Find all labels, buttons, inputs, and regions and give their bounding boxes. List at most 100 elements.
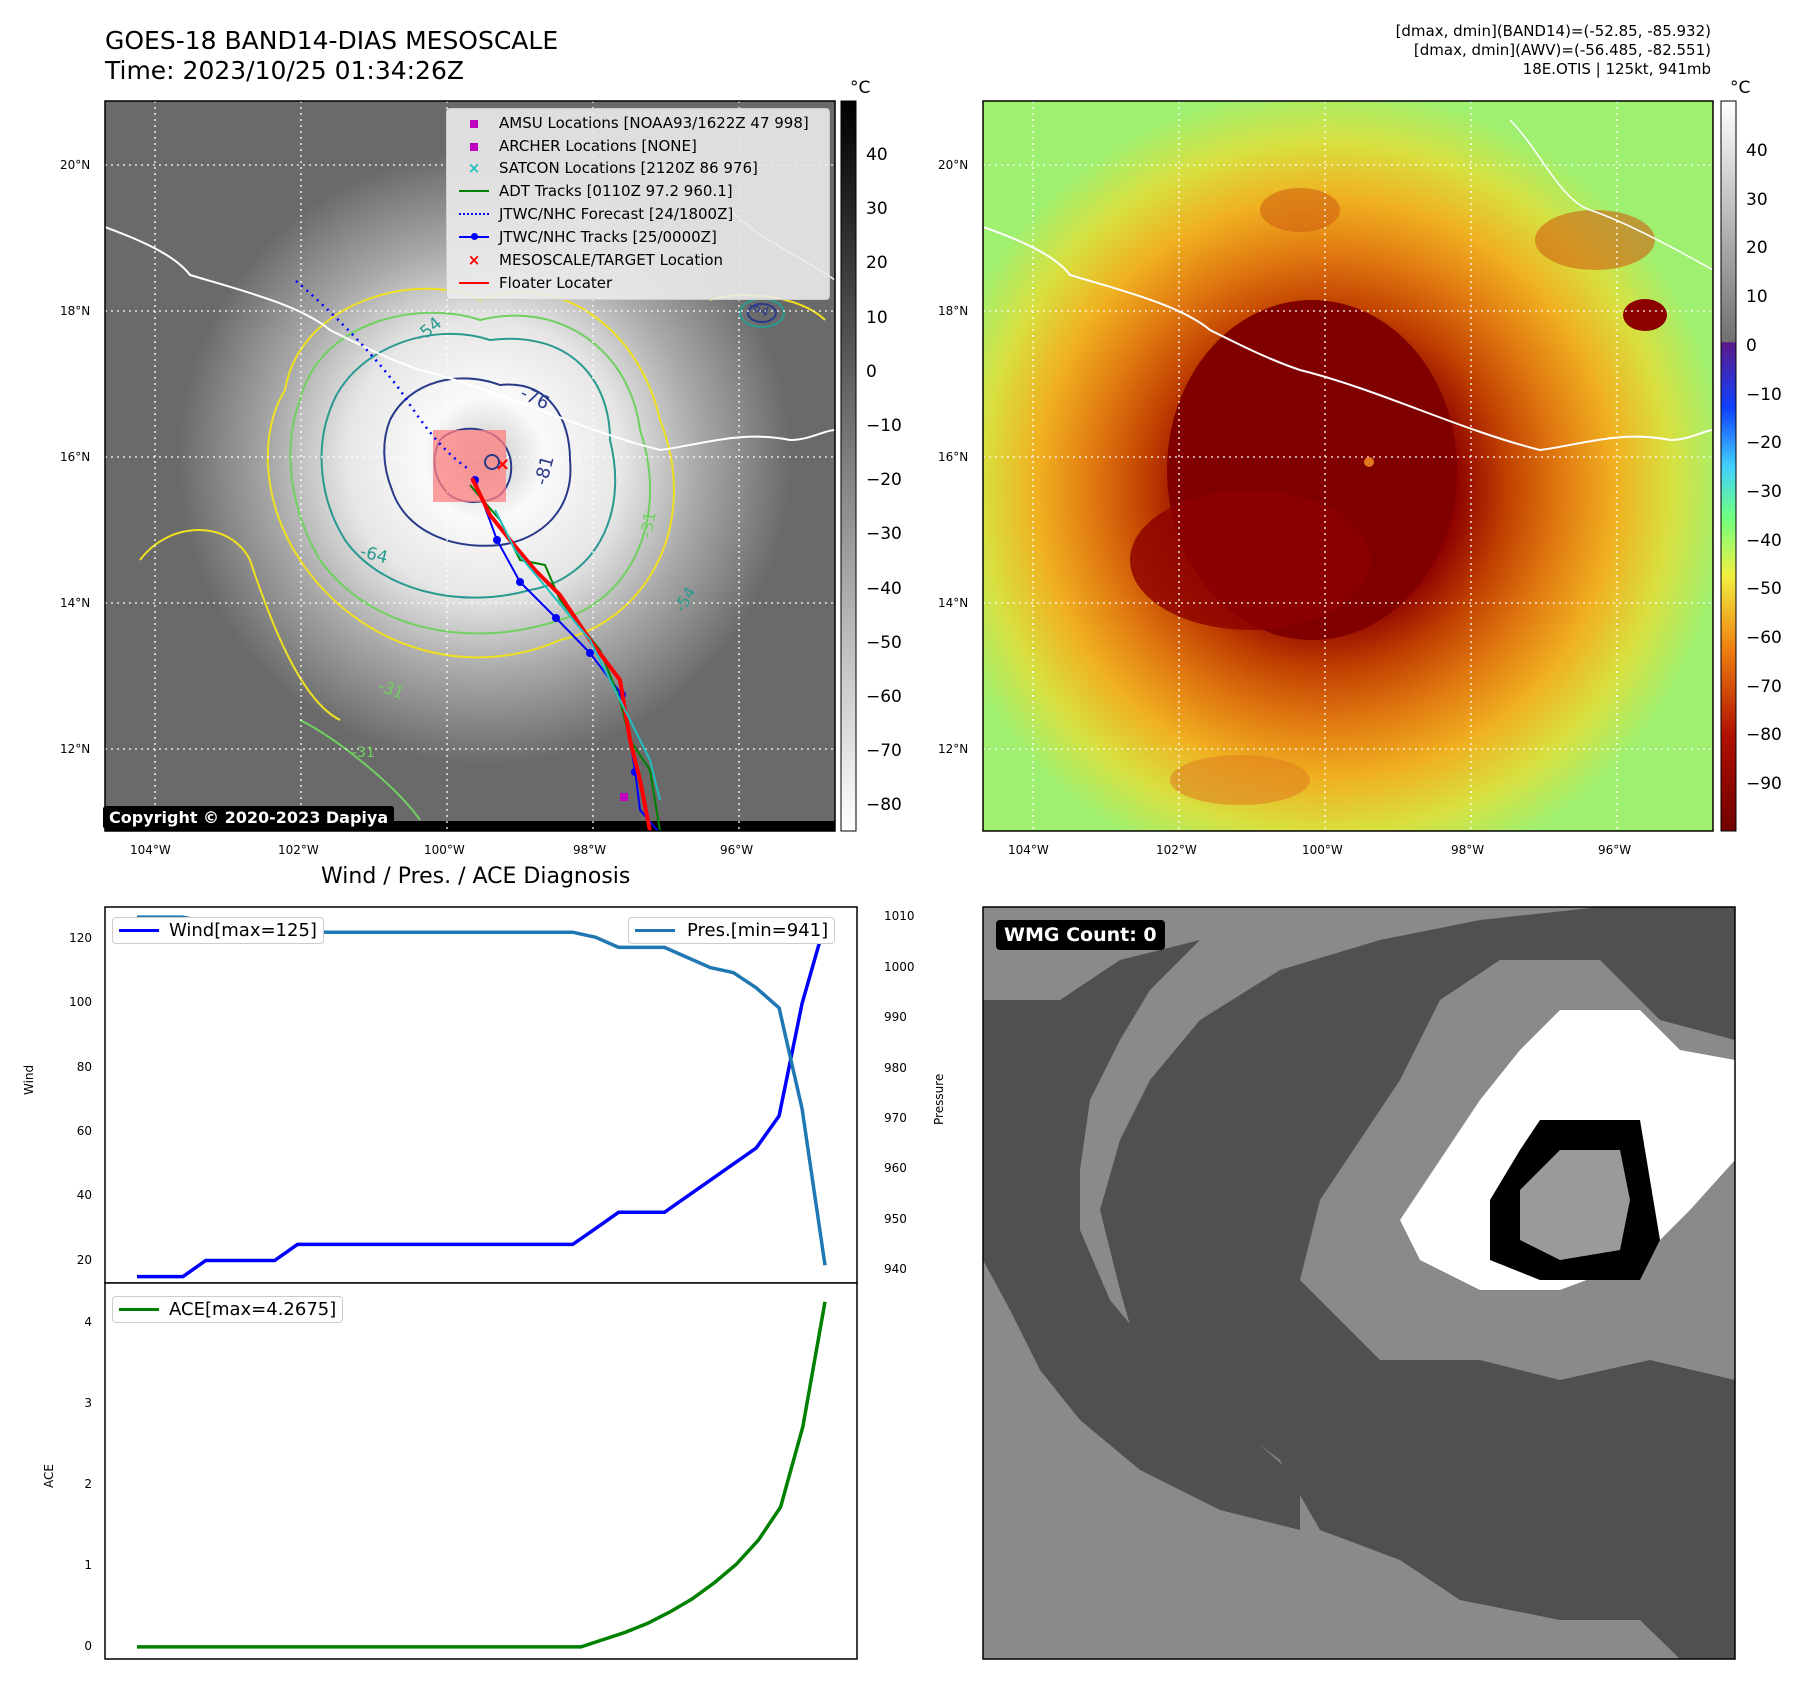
legend-item-adt: ADT Tracks [0110Z 97.2 960.1] <box>459 182 733 200</box>
colorbar-tick-label: −40 <box>866 578 902 599</box>
pressure-tick-label: 940 <box>884 1262 907 1277</box>
wind-tick-label: 80 <box>76 1059 92 1074</box>
colorbar-tick-label: 10 <box>866 307 888 328</box>
line-marker-icon <box>119 929 159 932</box>
wind-tick-label: 60 <box>76 1123 92 1138</box>
wind-tick-label: 100 <box>69 995 92 1010</box>
lon-label-104: 104°W <box>130 843 171 857</box>
lat-label-18-color: 18°N <box>938 304 969 318</box>
title-line-1: GOES-18 BAND14-DIAS MESOSCALE <box>105 26 559 55</box>
colorbar-tick-label: −60 <box>866 687 902 707</box>
colorbar-tick-label: 30 <box>1746 189 1768 210</box>
colorbar-tick-label: −40 <box>1746 530 1782 551</box>
line-marker-icon <box>459 282 489 284</box>
stats-storm: 18E.OTIS | 125kt, 941mb <box>1522 60 1711 78</box>
pressure-tick-label: 990 <box>884 1010 907 1025</box>
pressure-tick-label: 950 <box>884 1211 907 1226</box>
lon-label-102: 102°W <box>278 843 319 857</box>
lat-label-20-color: 20°N <box>938 158 969 172</box>
lat-label-20: 20°N <box>60 158 91 172</box>
figure-stats: [dmax, dmin](BAND14)=(-52.85, -85.932) [… <box>1396 22 1711 79</box>
colorbar-tick-label: −30 <box>1746 481 1782 502</box>
lon-label-96-color: 96°W <box>1598 843 1632 857</box>
colorbar-tick-label: −10 <box>866 416 902 436</box>
lat-label-12-color: 12°N <box>938 742 969 756</box>
line-marker-icon <box>459 190 489 192</box>
ace-tick-label: 0 <box>84 1638 92 1653</box>
colorbar-tick-label: −50 <box>1746 579 1782 600</box>
colorbar-tick-label: 30 <box>866 199 888 220</box>
x-marker-icon: × <box>467 251 481 269</box>
copyright-badge: Copyright © 2020-2023 Dapiya <box>103 806 395 829</box>
pressure-legend-label: Pres.[min=941] <box>687 920 829 941</box>
pressure-tick-label: 970 <box>884 1110 907 1125</box>
legend-item-forecast: JTWC/NHC Forecast [24/1800Z] <box>459 205 733 223</box>
title-line-2: Time: 2023/10/25 01:34:26Z <box>105 56 464 85</box>
figure-title: GOES-18 BAND14-DIAS MESOSCALE Time: 2023… <box>105 26 558 86</box>
ace-tick-label: 1 <box>84 1558 92 1572</box>
wind-ylabel: Wind <box>22 1064 36 1095</box>
ace-tick-label: 4 <box>84 1315 92 1330</box>
square-marker-icon <box>459 136 489 155</box>
colorbar-tick-label: −20 <box>1746 433 1782 454</box>
lon-label-102-color: 102°W <box>1156 843 1197 857</box>
pressure-ylabel: Pressure <box>932 1073 946 1125</box>
wind-tick-label: 20 <box>76 1252 92 1267</box>
colorbar-tick-label: 20 <box>1746 238 1768 259</box>
colorbar-tick-label: −30 <box>866 524 902 545</box>
ace-tick-label: 2 <box>84 1477 92 1492</box>
colorbar-tick-label: −80 <box>866 795 902 816</box>
map-legend: AMSU Locations [NOAA93/1622Z 47 998] ARC… <box>446 108 830 300</box>
colorbar-tick-label: −70 <box>1746 676 1782 697</box>
line-marker-icon <box>635 929 675 932</box>
lon-label-98-color: 98°W <box>1451 843 1485 857</box>
chart-title: Wind / Pres. / ACE Diagnosis <box>321 864 631 889</box>
ir-map-color <box>983 101 1713 831</box>
legend-item-amsu: AMSU Locations [NOAA93/1622Z 47 998] <box>459 113 809 132</box>
wind-pres-axes <box>104 906 858 1284</box>
lat-label-14-color: 14°N <box>938 596 969 610</box>
colorbar-tick-label: −10 <box>1746 384 1782 405</box>
x-marker-icon: × <box>467 159 481 177</box>
square-marker-icon <box>459 113 489 132</box>
lon-label-100: 100°W <box>424 843 465 857</box>
colorbar-tick-label: 40 <box>1746 141 1768 161</box>
legend-item-archer: ARCHER Locations [NONE] <box>459 136 697 155</box>
colorbar-color-unit: °C <box>1730 78 1751 98</box>
colorbar-tick-label: 40 <box>866 145 888 165</box>
wind-legend: Wind[max=125] <box>112 917 324 944</box>
ace-legend-label: ACE[max=4.2675] <box>169 1299 337 1320</box>
pressure-legend: Pres.[min=941] <box>628 917 836 944</box>
line-dot-marker-icon <box>459 233 489 240</box>
colorbar-tick-label: 10 <box>1746 287 1768 308</box>
lon-label-98: 98°W <box>573 843 607 857</box>
wmg-map <box>983 907 1735 1659</box>
wind-tick-label: 120 <box>69 931 92 946</box>
lon-label-96: 96°W <box>720 843 754 857</box>
lon-label-104-color: 104°W <box>1008 843 1049 857</box>
legend-item-satcon: × SATCON Locations [2120Z 86 976] <box>459 159 758 177</box>
legend-item-floater: Floater Locater <box>459 274 612 292</box>
colorbar-tick-label: −20 <box>866 470 902 491</box>
dotted-line-icon <box>459 213 489 215</box>
line-marker-icon <box>119 1308 159 1311</box>
lon-label-100-color: 100°W <box>1302 843 1343 857</box>
colorbar-tick-label: 20 <box>866 253 888 274</box>
stats-awv: [dmax, dmin](AWV)=(-56.485, -82.551) <box>1413 41 1711 59</box>
stats-band14: [dmax, dmin](BAND14)=(-52.85, -85.932) <box>1395 22 1711 40</box>
lat-label-14: 14°N <box>60 596 91 610</box>
lat-label-18: 18°N <box>60 304 91 318</box>
lat-label-12: 12°N <box>60 742 91 756</box>
wmg-count-badge: WMG Count: 0 <box>996 920 1165 950</box>
lat-label-16: 16°N <box>60 450 91 464</box>
wind-series-line <box>137 922 827 1279</box>
legend-item-jtwc: JTWC/NHC Tracks [25/0000Z] <box>459 228 717 246</box>
colorbar-tick-label: −70 <box>866 741 902 762</box>
ace-series-line <box>137 1301 827 1649</box>
pressure-tick-label: 980 <box>884 1060 907 1075</box>
wind-tick-label: 40 <box>76 1188 92 1203</box>
ace-axes <box>104 1282 858 1660</box>
ace-legend: ACE[max=4.2675] <box>112 1296 344 1323</box>
ace-tick-label: 3 <box>84 1396 92 1411</box>
